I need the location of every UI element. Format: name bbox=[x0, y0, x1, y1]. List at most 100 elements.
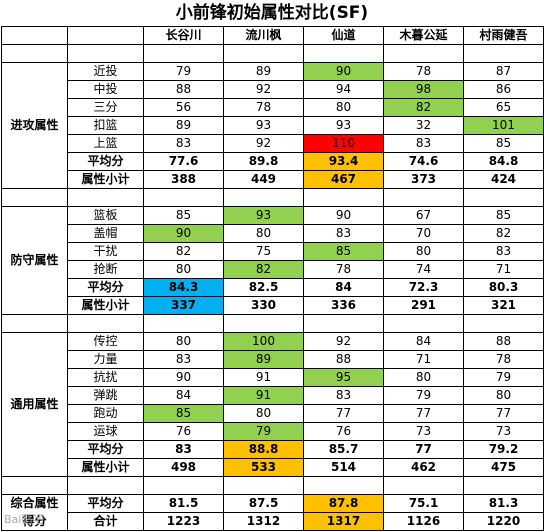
value-cell[interactable]: 80 bbox=[463, 386, 544, 405]
value-cell[interactable]: 462 bbox=[383, 458, 464, 477]
value-cell[interactable]: 77 bbox=[463, 404, 544, 423]
value-cell[interactable]: 56 bbox=[143, 98, 224, 117]
empty-cell[interactable] bbox=[143, 44, 224, 63]
value-cell[interactable]: 90 bbox=[303, 206, 384, 225]
value-cell[interactable]: 89 bbox=[223, 350, 304, 369]
value-cell[interactable]: 75.1 bbox=[383, 494, 464, 513]
empty-cell[interactable] bbox=[383, 44, 464, 63]
value-cell[interactable]: 94 bbox=[303, 80, 384, 99]
average-label-cell[interactable]: 平均分 bbox=[67, 278, 144, 297]
value-cell[interactable]: 79 bbox=[223, 422, 304, 441]
value-cell[interactable]: 84 bbox=[383, 332, 464, 351]
empty-cell[interactable] bbox=[1, 314, 68, 333]
value-cell[interactable]: 83 bbox=[143, 440, 224, 459]
attribute-label-cell[interactable]: 盖帽 bbox=[67, 224, 144, 243]
value-cell[interactable]: 80 bbox=[143, 260, 224, 279]
empty-cell[interactable] bbox=[1, 44, 68, 63]
value-cell[interactable]: 101 bbox=[463, 116, 544, 135]
category-cell[interactable]: 防守属性 bbox=[1, 206, 68, 315]
overall-category-cell-2[interactable]: 得分 bbox=[1, 512, 68, 531]
empty-cell[interactable] bbox=[1, 476, 68, 495]
value-cell[interactable]: 78 bbox=[223, 98, 304, 117]
value-cell[interactable]: 92 bbox=[223, 80, 304, 99]
value-cell[interactable]: 88 bbox=[463, 332, 544, 351]
value-cell[interactable]: 65 bbox=[463, 98, 544, 117]
value-cell[interactable]: 71 bbox=[463, 260, 544, 279]
empty-cell[interactable] bbox=[1, 188, 68, 207]
value-cell[interactable]: 87.5 bbox=[223, 494, 304, 513]
average-label-cell[interactable]: 平均分 bbox=[67, 440, 144, 459]
attribute-label-cell[interactable]: 中投 bbox=[67, 80, 144, 99]
value-cell[interactable]: 90 bbox=[143, 368, 224, 387]
total-label-cell[interactable]: 合计 bbox=[67, 512, 144, 531]
empty-cell[interactable] bbox=[463, 476, 544, 495]
value-cell[interactable]: 73 bbox=[463, 422, 544, 441]
value-cell[interactable]: 79.2 bbox=[463, 440, 544, 459]
value-cell[interactable]: 388 bbox=[143, 170, 224, 189]
overall-category-cell[interactable]: 综合属性 bbox=[1, 494, 68, 513]
value-cell[interactable]: 89.8 bbox=[223, 152, 304, 171]
empty-cell[interactable] bbox=[383, 476, 464, 495]
category-cell[interactable]: 通用属性 bbox=[1, 332, 68, 477]
attribute-label-cell[interactable]: 跑动 bbox=[67, 404, 144, 423]
value-cell[interactable]: 93 bbox=[223, 206, 304, 225]
value-cell[interactable]: 92 bbox=[303, 332, 384, 351]
value-cell[interactable]: 83 bbox=[303, 386, 384, 405]
value-cell[interactable]: 93 bbox=[303, 116, 384, 135]
value-cell[interactable]: 95 bbox=[303, 368, 384, 387]
value-cell[interactable]: 76 bbox=[303, 422, 384, 441]
header-player-cell[interactable]: 长谷川 bbox=[143, 26, 224, 45]
value-cell[interactable]: 79 bbox=[143, 62, 224, 81]
value-cell[interactable]: 291 bbox=[383, 296, 464, 315]
empty-cell[interactable] bbox=[303, 314, 384, 333]
value-cell[interactable]: 82 bbox=[463, 224, 544, 243]
attribute-label-cell[interactable]: 篮板 bbox=[67, 206, 144, 225]
value-cell[interactable]: 85 bbox=[463, 206, 544, 225]
corner-cell[interactable] bbox=[1, 26, 68, 45]
empty-cell[interactable] bbox=[303, 476, 384, 495]
value-cell[interactable]: 82 bbox=[143, 242, 224, 261]
value-cell[interactable]: 89 bbox=[223, 62, 304, 81]
average-label-cell[interactable]: 平均分 bbox=[67, 494, 144, 513]
value-cell[interactable]: 83 bbox=[303, 224, 384, 243]
attribute-label-cell[interactable]: 近投 bbox=[67, 62, 144, 81]
value-cell[interactable]: 79 bbox=[463, 368, 544, 387]
value-cell[interactable]: 90 bbox=[143, 224, 224, 243]
value-cell[interactable]: 81.3 bbox=[463, 494, 544, 513]
empty-cell[interactable] bbox=[143, 476, 224, 495]
value-cell[interactable]: 74 bbox=[383, 260, 464, 279]
value-cell[interactable]: 533 bbox=[223, 458, 304, 477]
value-cell[interactable]: 32 bbox=[383, 116, 464, 135]
header-player-cell[interactable]: 木暮公延 bbox=[383, 26, 464, 45]
value-cell[interactable]: 82 bbox=[223, 260, 304, 279]
value-cell[interactable]: 78 bbox=[463, 350, 544, 369]
value-cell[interactable]: 449 bbox=[223, 170, 304, 189]
value-cell[interactable]: 89 bbox=[143, 116, 224, 135]
value-cell[interactable]: 72.3 bbox=[383, 278, 464, 297]
empty-cell[interactable] bbox=[223, 44, 304, 63]
empty-cell[interactable] bbox=[223, 476, 304, 495]
value-cell[interactable]: 78 bbox=[303, 260, 384, 279]
value-cell[interactable]: 80 bbox=[303, 98, 384, 117]
value-cell[interactable]: 1223 bbox=[143, 512, 224, 531]
value-cell[interactable]: 88 bbox=[143, 80, 224, 99]
value-cell[interactable]: 1220 bbox=[463, 512, 544, 531]
attribute-label-cell[interactable]: 扣篮 bbox=[67, 116, 144, 135]
empty-cell[interactable] bbox=[463, 44, 544, 63]
empty-cell[interactable] bbox=[303, 188, 384, 207]
empty-cell[interactable] bbox=[383, 314, 464, 333]
value-cell[interactable]: 86 bbox=[463, 80, 544, 99]
value-cell[interactable]: 336 bbox=[303, 296, 384, 315]
empty-cell[interactable] bbox=[67, 188, 144, 207]
value-cell[interactable]: 77 bbox=[383, 440, 464, 459]
value-cell[interactable]: 80 bbox=[223, 224, 304, 243]
category-cell[interactable]: 进攻属性 bbox=[1, 62, 68, 189]
value-cell[interactable]: 81.5 bbox=[143, 494, 224, 513]
value-cell[interactable]: 1317 bbox=[303, 512, 384, 531]
header-player-cell[interactable]: 仙道 bbox=[303, 26, 384, 45]
empty-cell[interactable] bbox=[223, 314, 304, 333]
empty-cell[interactable] bbox=[67, 476, 144, 495]
attribute-label-cell[interactable]: 上篮 bbox=[67, 134, 144, 153]
header-player-cell[interactable]: 流川枫 bbox=[223, 26, 304, 45]
value-cell[interactable]: 84.3 bbox=[143, 278, 224, 297]
